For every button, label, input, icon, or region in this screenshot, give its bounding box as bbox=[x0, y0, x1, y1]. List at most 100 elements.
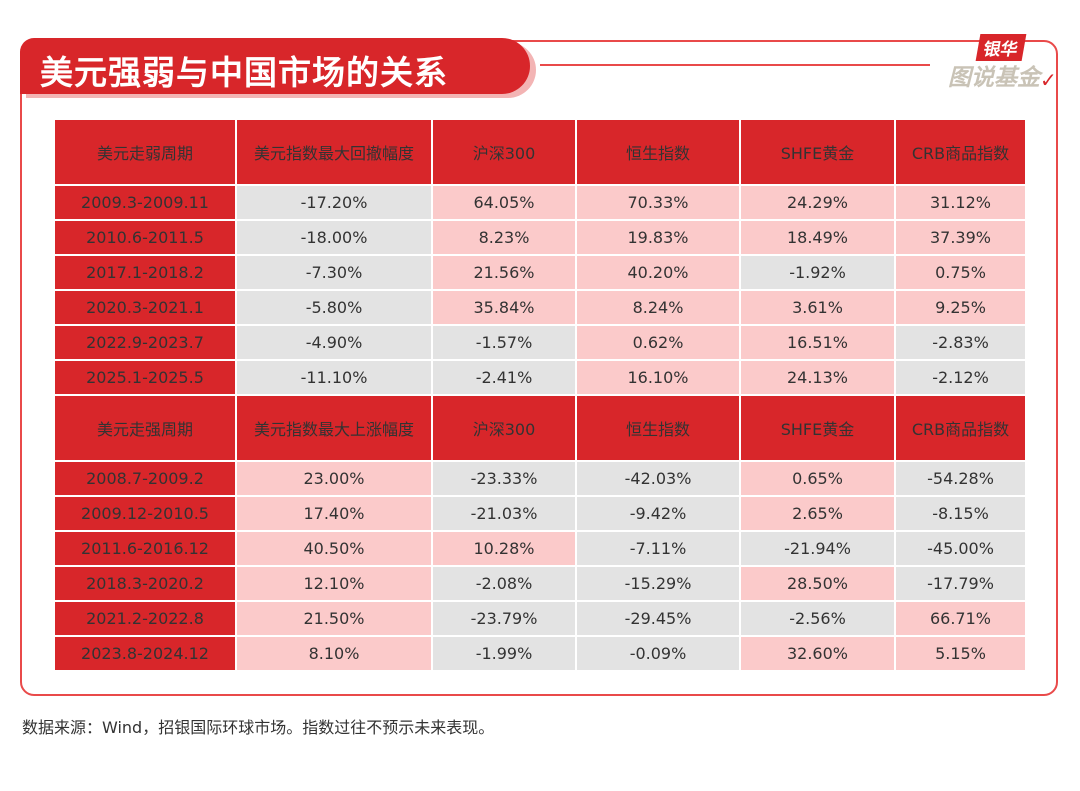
value-cell: -7.30% bbox=[237, 256, 431, 289]
value-cell: 21.50% bbox=[237, 602, 431, 635]
title-divider bbox=[540, 64, 930, 66]
value-cell: 0.65% bbox=[741, 462, 894, 495]
value-cell: 8.23% bbox=[433, 221, 575, 254]
value-cell: 10.28% bbox=[433, 532, 575, 565]
table-row: 2009.3-2009.11 -17.20% 64.05% 70.33% 24.… bbox=[55, 186, 1025, 219]
period-cell: 2023.8-2024.12 bbox=[55, 637, 235, 670]
value-cell: 35.84% bbox=[433, 291, 575, 324]
value-cell: 16.10% bbox=[577, 361, 739, 394]
strong-header-row: 美元走强周期 美元指数最大上涨幅度 沪深300 恒生指数 SHFE黄金 CRB商… bbox=[55, 396, 1025, 460]
value-cell: 23.00% bbox=[237, 462, 431, 495]
value-cell: -42.03% bbox=[577, 462, 739, 495]
value-cell: -17.79% bbox=[896, 567, 1025, 600]
value-cell: 19.83% bbox=[577, 221, 739, 254]
value-cell: 66.71% bbox=[896, 602, 1025, 635]
header-hsi: 恒生指数 bbox=[577, 120, 739, 184]
table-row: 2022.9-2023.7 -4.90% -1.57% 0.62% 16.51%… bbox=[55, 326, 1025, 359]
period-cell: 2008.7-2009.2 bbox=[55, 462, 235, 495]
value-cell: -0.09% bbox=[577, 637, 739, 670]
value-cell: -23.79% bbox=[433, 602, 575, 635]
value-cell: -2.83% bbox=[896, 326, 1025, 359]
value-cell: 0.75% bbox=[896, 256, 1025, 289]
header-shfe-gold: SHFE黄金 bbox=[741, 120, 894, 184]
value-cell: 31.12% bbox=[896, 186, 1025, 219]
value-cell: -1.99% bbox=[433, 637, 575, 670]
value-cell: -17.20% bbox=[237, 186, 431, 219]
value-cell: 8.24% bbox=[577, 291, 739, 324]
title-banner bbox=[20, 38, 530, 94]
value-cell: 21.56% bbox=[433, 256, 575, 289]
weak-header-row: 美元走弱周期 美元指数最大回撤幅度 沪深300 恒生指数 SHFE黄金 CRB商… bbox=[55, 120, 1025, 184]
value-cell: 3.61% bbox=[741, 291, 894, 324]
value-cell: -54.28% bbox=[896, 462, 1025, 495]
table-row: 2021.2-2022.8 21.50% -23.79% -29.45% -2.… bbox=[55, 602, 1025, 635]
value-cell: -2.41% bbox=[433, 361, 575, 394]
value-cell: 17.40% bbox=[237, 497, 431, 530]
period-cell: 2011.6-2016.12 bbox=[55, 532, 235, 565]
period-cell: 2010.6-2011.5 bbox=[55, 221, 235, 254]
table-row: 2010.6-2011.5 -18.00% 8.23% 19.83% 18.49… bbox=[55, 221, 1025, 254]
table-row: 2011.6-2016.12 40.50% 10.28% -7.11% -21.… bbox=[55, 532, 1025, 565]
table-row: 2023.8-2024.12 8.10% -1.99% -0.09% 32.60… bbox=[55, 637, 1025, 670]
value-cell: 9.25% bbox=[896, 291, 1025, 324]
value-cell: 2.65% bbox=[741, 497, 894, 530]
value-cell: -15.29% bbox=[577, 567, 739, 600]
value-cell: 70.33% bbox=[577, 186, 739, 219]
table-row: 2020.3-2021.1 -5.80% 35.84% 8.24% 3.61% … bbox=[55, 291, 1025, 324]
value-cell: 37.39% bbox=[896, 221, 1025, 254]
header-hsi: 恒生指数 bbox=[577, 396, 739, 460]
value-cell: -23.33% bbox=[433, 462, 575, 495]
value-cell: -21.94% bbox=[741, 532, 894, 565]
value-cell: -2.56% bbox=[741, 602, 894, 635]
table-row: 2018.3-2020.2 12.10% -2.08% -15.29% 28.5… bbox=[55, 567, 1025, 600]
value-cell: -8.15% bbox=[896, 497, 1025, 530]
period-cell: 2020.3-2021.1 bbox=[55, 291, 235, 324]
header-period: 美元走弱周期 bbox=[55, 120, 235, 184]
table-row: 2017.1-2018.2 -7.30% 21.56% 40.20% -1.92… bbox=[55, 256, 1025, 289]
value-cell: -21.03% bbox=[433, 497, 575, 530]
period-cell: 2018.3-2020.2 bbox=[55, 567, 235, 600]
value-cell: -1.92% bbox=[741, 256, 894, 289]
source-footnote: 数据来源：Wind，招银国际环球市场。指数过往不预示未来表现。 bbox=[22, 718, 495, 737]
value-cell: 24.29% bbox=[741, 186, 894, 219]
period-cell: 2017.1-2018.2 bbox=[55, 256, 235, 289]
logo-bottom-text: 图说基金 bbox=[948, 65, 1040, 91]
header-crb: CRB商品指数 bbox=[896, 396, 1025, 460]
value-cell: 12.10% bbox=[237, 567, 431, 600]
period-cell: 2025.1-2025.5 bbox=[55, 361, 235, 394]
value-cell: -4.90% bbox=[237, 326, 431, 359]
header-crb: CRB商品指数 bbox=[896, 120, 1025, 184]
value-cell: 28.50% bbox=[741, 567, 894, 600]
period-cell: 2009.12-2010.5 bbox=[55, 497, 235, 530]
value-cell: -2.12% bbox=[896, 361, 1025, 394]
value-cell: 18.49% bbox=[741, 221, 894, 254]
value-cell: -11.10% bbox=[237, 361, 431, 394]
value-cell: -45.00% bbox=[896, 532, 1025, 565]
period-cell: 2009.3-2009.11 bbox=[55, 186, 235, 219]
header-period: 美元走强周期 bbox=[55, 396, 235, 460]
value-cell: -7.11% bbox=[577, 532, 739, 565]
value-cell: -2.08% bbox=[433, 567, 575, 600]
value-cell: 24.13% bbox=[741, 361, 894, 394]
header-usd-change: 美元指数最大上涨幅度 bbox=[237, 396, 431, 460]
logo-top-text: 银华 bbox=[975, 34, 1027, 61]
header-usd-change: 美元指数最大回撤幅度 bbox=[237, 120, 431, 184]
check-icon: ✓ bbox=[1040, 68, 1057, 92]
table-row: 2009.12-2010.5 17.40% -21.03% -9.42% 2.6… bbox=[55, 497, 1025, 530]
value-cell: 8.10% bbox=[237, 637, 431, 670]
value-cell: -18.00% bbox=[237, 221, 431, 254]
value-cell: 32.60% bbox=[741, 637, 894, 670]
value-cell: 40.20% bbox=[577, 256, 739, 289]
value-cell: 0.62% bbox=[577, 326, 739, 359]
value-cell: 16.51% bbox=[741, 326, 894, 359]
header-csi300: 沪深300 bbox=[433, 120, 575, 184]
header-csi300: 沪深300 bbox=[433, 396, 575, 460]
table-row: 2025.1-2025.5 -11.10% -2.41% 16.10% 24.1… bbox=[55, 361, 1025, 394]
period-cell: 2022.9-2023.7 bbox=[55, 326, 235, 359]
table-row: 2008.7-2009.2 23.00% -23.33% -42.03% 0.6… bbox=[55, 462, 1025, 495]
period-cell: 2021.2-2022.8 bbox=[55, 602, 235, 635]
value-cell: 5.15% bbox=[896, 637, 1025, 670]
header-shfe-gold: SHFE黄金 bbox=[741, 396, 894, 460]
value-cell: -9.42% bbox=[577, 497, 739, 530]
value-cell: -1.57% bbox=[433, 326, 575, 359]
